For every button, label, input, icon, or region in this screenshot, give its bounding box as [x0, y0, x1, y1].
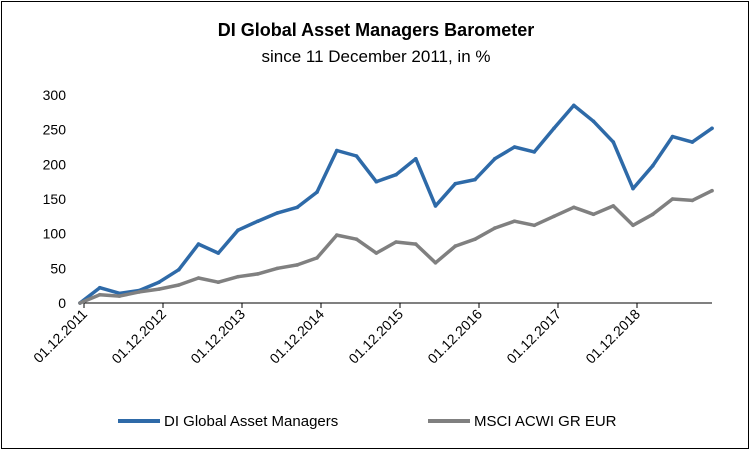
y-tick-label: 0: [58, 295, 66, 311]
y-tick-label: 100: [43, 226, 67, 242]
y-tick-label: 50: [50, 260, 66, 276]
data-point: [196, 242, 201, 246]
data-point: [295, 205, 300, 210]
legend: DI Global Asset Managers MSCI ACWI GR EUR: [118, 413, 617, 430]
y-tick-label: 300: [43, 87, 67, 103]
x-tick-label: 01.12.2015: [345, 306, 406, 367]
data-point: [710, 188, 714, 193]
data-point: [690, 198, 695, 203]
data-point: [255, 219, 260, 223]
x-tick-label: 01.12.2014: [266, 306, 327, 367]
x-tick-label: 01.12.2018: [582, 306, 643, 367]
data-point: [275, 211, 280, 215]
data-point: [394, 172, 398, 177]
data-point: [473, 237, 477, 241]
x-tick-label: 01.12.2011: [30, 306, 90, 366]
data-point: [275, 266, 280, 271]
data-point: [670, 197, 675, 201]
data-point: [690, 140, 695, 144]
data-point: [177, 283, 181, 287]
data-point: [414, 242, 418, 246]
data-point: [611, 140, 616, 144]
series-line-0: [78, 103, 714, 305]
data-point: [78, 301, 82, 305]
series-line-1: [78, 188, 714, 305]
data-point: [591, 212, 596, 217]
data-point: [473, 177, 477, 182]
data-point: [137, 290, 142, 294]
legend-label-1: MSCI ACWI GR EUR: [474, 413, 617, 430]
data-point: [631, 223, 635, 228]
x-axis-ticks: 01.12.2011 01.12.2012 01.12.2013 01.12.2014…: [30, 303, 643, 367]
data-point: [335, 148, 339, 153]
data-point: [315, 190, 319, 194]
data-point: [512, 145, 517, 149]
legend-label-0: DI Global Asset Managers: [164, 413, 338, 430]
y-tick-label: 150: [43, 191, 67, 207]
data-point: [532, 150, 537, 154]
data-point: [572, 205, 576, 210]
data-point: [572, 103, 576, 108]
data-point: [98, 285, 102, 290]
x-tick-label: 01.12.2012: [108, 306, 169, 367]
data-point: [453, 244, 458, 248]
data-point: [236, 274, 240, 279]
data-point: [196, 276, 201, 280]
data-point: [651, 163, 655, 168]
data-point: [177, 267, 181, 272]
data-point: [493, 157, 497, 161]
data-point: [394, 240, 398, 244]
data-point: [117, 294, 122, 298]
data-point: [611, 204, 616, 208]
data-point: [710, 126, 714, 131]
x-tick-label: 01.12.2013: [187, 306, 248, 367]
data-point: [651, 212, 655, 217]
data-point: [295, 263, 300, 267]
data-point: [157, 280, 161, 285]
data-point: [670, 134, 675, 139]
data-point: [552, 126, 556, 131]
data-point: [631, 186, 635, 191]
y-tick-label: 200: [43, 156, 67, 172]
data-point: [157, 287, 161, 291]
x-tick-label: 01.12.2017: [503, 306, 564, 367]
data-point: [374, 179, 379, 184]
chart-title: DI Global Asset Managers Barometer: [217, 20, 535, 40]
series-lines: [78, 103, 714, 305]
data-point: [354, 154, 359, 158]
data-point: [591, 119, 596, 124]
data-point: [335, 233, 339, 237]
data-point: [532, 223, 537, 228]
data-point: [255, 272, 260, 276]
y-axis-ticks: 0 50 100 150 200 250 300: [43, 87, 67, 311]
y-tick-label: 250: [43, 122, 67, 138]
data-point: [216, 251, 221, 255]
data-point: [236, 228, 240, 232]
data-point: [453, 181, 458, 186]
chart-subtitle: since 11 December 2011, in %: [261, 47, 491, 66]
data-point: [493, 226, 497, 230]
data-point: [414, 157, 418, 161]
data-point: [374, 251, 379, 255]
data-point: [354, 237, 359, 241]
data-point: [98, 292, 102, 297]
x-tick-label: 01.12.2016: [424, 306, 485, 367]
data-point: [433, 261, 438, 265]
data-point: [512, 219, 517, 223]
data-point: [433, 204, 438, 208]
data-point: [315, 256, 319, 260]
data-point: [552, 214, 556, 219]
data-point: [216, 280, 221, 285]
